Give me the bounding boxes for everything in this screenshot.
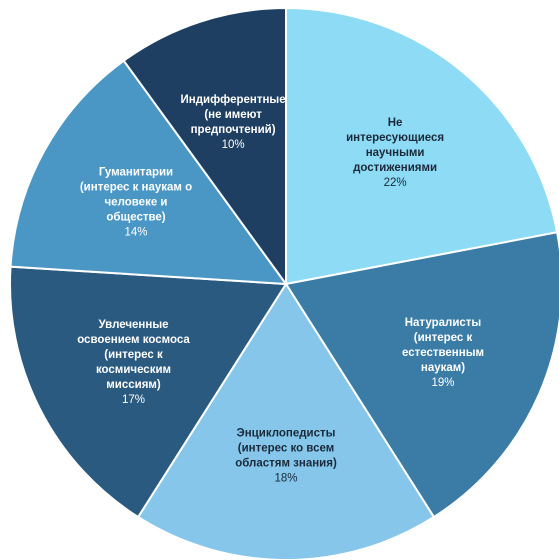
- slice-label-line: Увлеченные: [98, 319, 168, 331]
- slice-label-5: Индифферентные (не имеют предпочтений) 10%: [181, 94, 286, 151]
- pie-slice-5: [122, 6, 287, 288]
- pie-slice-1: [284, 231, 559, 519]
- slice-label-line: (интерес ко всем: [238, 443, 335, 455]
- slice-value-label: 18%: [274, 473, 297, 485]
- slice-label-1: Натуралисты (интерес к естественным наукам)…: [402, 317, 484, 389]
- slice-label-line: обществе): [106, 212, 165, 224]
- slice-label-line: естественным: [402, 347, 484, 359]
- slice-label-3: Увлеченные освоением космоса (интерес к кос…: [77, 319, 190, 406]
- slice-label-line: миссиям): [106, 379, 161, 391]
- slice-label-2: Энциклопедисты (интерес ко всем областям з…: [235, 428, 337, 485]
- pie-slice-3: [9, 265, 288, 519]
- slice-label-line: наукам): [421, 362, 465, 374]
- pie-slices: [9, 6, 559, 560]
- pie-slice-4: [9, 59, 289, 286]
- slice-label-line: научными: [366, 147, 425, 159]
- slice-value-label: 10%: [222, 139, 245, 151]
- slice-value-label: 19%: [431, 377, 454, 389]
- slice-label-line: достижениями: [353, 162, 437, 174]
- pie-labels: Не интересующиеся научными достижениями 22%Н…: [77, 94, 484, 485]
- slice-label-4: Гуманитарии (интерес к наукам о человеке и…: [80, 167, 192, 239]
- slice-value-label: 22%: [384, 177, 407, 189]
- slice-label-line: (интерес к: [104, 349, 163, 361]
- slice-label-line: (интерес к наукам о: [80, 182, 192, 194]
- slice-value-label: 14%: [124, 227, 147, 239]
- slice-label-line: Индифферентные: [181, 94, 286, 106]
- slice-label-line: Не: [388, 117, 403, 129]
- slice-label-line: (интерес к: [414, 332, 473, 344]
- slice-label-line: интересующиеся: [346, 132, 444, 144]
- slice-value-label: 17%: [122, 394, 145, 406]
- slice-label-line: освоением космоса: [77, 334, 190, 346]
- slice-label-line: предпочтений): [191, 124, 276, 136]
- slice-label-line: космическим: [96, 364, 171, 376]
- slice-label-line: (не имеют: [204, 109, 262, 121]
- slice-label-0: Не интересующиеся научными достижениями 22%: [346, 117, 444, 189]
- slice-label-line: Натуралисты: [405, 317, 482, 329]
- pie-slice-0: [285, 6, 559, 286]
- slice-label-line: областям знания): [235, 458, 337, 470]
- slice-label-line: человеке и: [105, 197, 168, 209]
- slice-label-line: Энциклопедисты: [237, 428, 336, 440]
- slice-label-line: Гуманитарии: [99, 167, 173, 179]
